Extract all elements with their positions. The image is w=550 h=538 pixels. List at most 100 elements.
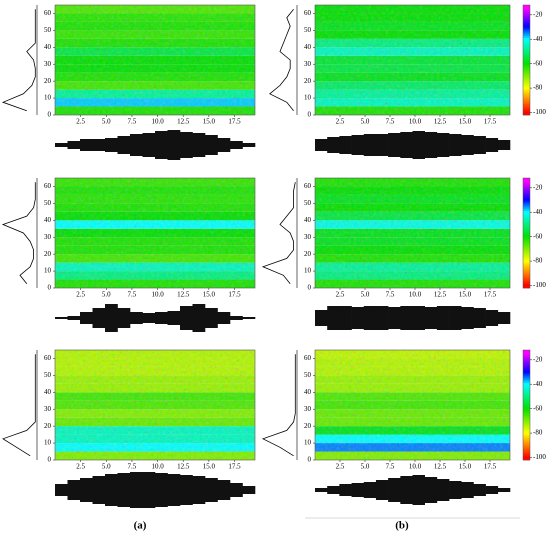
texture [55,350,255,460]
colorbar-cell [523,52,530,55]
colorbar-cell [523,25,530,28]
x-tick-label: 12.5 [434,118,447,126]
waveform-segment [424,307,438,329]
colorbar-cell [523,74,530,77]
colorbar-cell [523,397,530,400]
colorbar-cell [523,104,530,107]
waveform-segment [315,310,328,326]
colorbar-cell [523,375,530,378]
waveform-segment [167,311,181,325]
y-tick-label: 40 [304,388,312,396]
x-tick-label: 7.5 [128,291,137,299]
colorbar-cell [523,12,530,15]
waveform-segment [180,306,193,330]
colorbar-cell [523,56,530,59]
colorbar-cell [523,82,530,85]
x-tick-label: 12.5 [177,463,190,471]
colorbar-cell [523,390,530,393]
colorbar-cell [523,438,530,441]
colorbar-cell [523,417,530,420]
y-tick-label: 20 [44,250,52,258]
colorbar-cell [523,357,530,360]
waveform-segment [449,306,462,330]
x-tick-label: 17.5 [228,118,241,126]
colorbar-cell [523,251,530,254]
colorbar-cell [523,240,530,243]
colorbar-cell [523,28,530,31]
colorbar-cell [523,107,530,110]
y-tick-label: 30 [44,60,52,68]
colorbar-cell [523,43,530,46]
y-tick-label: 30 [304,60,312,68]
colorbar-cell [523,14,530,17]
x-tick-label: 7.5 [386,118,395,126]
colorbar-cell [523,207,530,210]
colorbar-cell [523,373,530,376]
waveform-segment [339,136,352,154]
plot-frame [314,177,511,289]
x-tick-label: 2.5 [336,463,345,471]
colorbar-cell [523,83,530,86]
x-tick-label: 15.0 [459,118,472,126]
y-tick-label: 60 [44,354,52,362]
waveform-segment [217,480,231,500]
x-tick-label: 10.0 [151,118,164,126]
colorbar-tick-label: -60 [533,232,543,240]
colorbar-cell [523,245,530,248]
y-tick-label: 20 [304,422,312,430]
colorbar-cell [523,364,530,367]
x-tick-label: 10.0 [409,463,422,471]
colorbar-cell [523,32,530,35]
colorbar-cell [523,280,530,283]
colorbar-tick-label: -100 [533,453,546,461]
waveform-segment [339,306,352,330]
texture [315,350,510,460]
x-tick-label: 5.0 [361,291,370,299]
waveform-segment [412,475,425,505]
colorbar-cell [523,16,530,19]
x-tick-label: 17.5 [484,291,497,299]
colorbar-cell [523,406,530,409]
colorbar-cell [523,395,530,398]
waveform-segment [217,312,231,324]
waveform-segment [142,313,156,323]
colorbar-tick-label: -100 [533,281,546,289]
colorbar-cell [523,454,530,457]
waveform-segment [55,143,68,147]
colorbar-cell [523,410,530,413]
colorbar-cell [523,179,530,182]
y-tick-label: 40 [304,216,312,224]
colorbar-cell [523,10,530,13]
colorbar-cell [523,218,530,221]
colorbar-cell [523,403,530,406]
y-tick-label: 40 [304,43,312,51]
y-tick-label: 0 [48,284,52,292]
texture [55,178,255,288]
colorbar-cell [523,458,530,461]
colorbar-cell [523,233,530,236]
y-tick-label: 20 [44,77,52,85]
colorbar-cell [523,78,530,81]
colorbar-cell [523,423,530,426]
waveform-segment [155,312,168,324]
colorbar-cell [523,443,530,446]
waveform-segment [180,475,193,505]
waveform-segment [375,480,389,500]
y-tick-label: 50 [44,26,52,34]
waveform-segment [205,308,218,328]
waveform-segment [351,483,365,497]
x-tick-label: 7.5 [386,291,395,299]
colorbar-cell [523,190,530,193]
y-tick-label: 0 [308,456,312,464]
colorbar-tick-label: -80 [533,84,543,92]
colorbar-cell [523,361,530,364]
colorbar-cell [523,234,530,237]
x-tick-label: 7.5 [128,118,137,126]
colorbar-cell [523,260,530,263]
colorbar-cell [523,401,530,404]
colorbar-tick-label: -20 [533,355,543,363]
x-tick-label: 7.5 [128,463,137,471]
colorbar-cell [523,286,530,289]
colorbar-cell [523,17,530,20]
colorbar-cell [523,432,530,435]
